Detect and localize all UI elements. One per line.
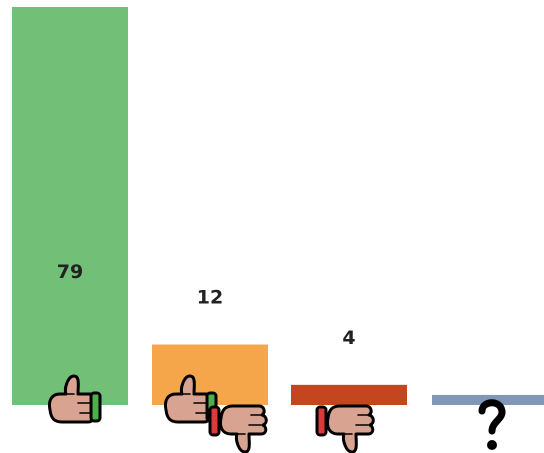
- question-mark-icon: [482, 403, 502, 450]
- thumbs-down-icon: [208, 404, 268, 453]
- thumbs-down-icon: [315, 404, 375, 453]
- bar-thumbs-down: [291, 384, 407, 405]
- bar-thumbs-up: [12, 7, 128, 405]
- value-label-thumbs-down: 4: [342, 327, 355, 349]
- value-label-thumbs-up: 79: [57, 261, 83, 283]
- value-label-mixed: 12: [197, 287, 223, 309]
